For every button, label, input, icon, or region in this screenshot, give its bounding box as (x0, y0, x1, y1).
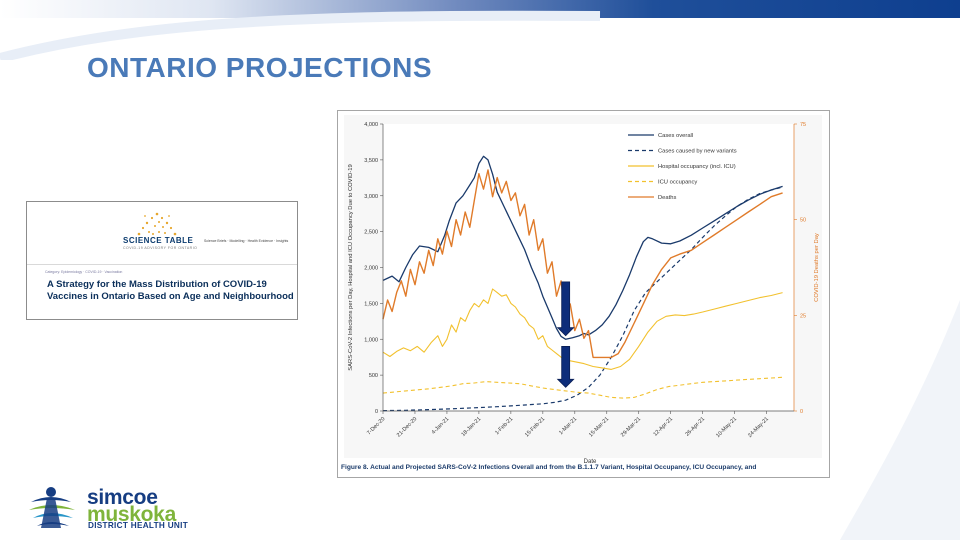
science-table-logo-icon (137, 212, 177, 236)
side-swoosh (840, 300, 960, 540)
legend-label: Deaths (658, 195, 676, 201)
x-axis-title: Date (584, 459, 597, 465)
y2-tick-label: 50 (800, 218, 806, 224)
legend-label: Hospital occupancy (incl. ICU) (658, 164, 736, 170)
y-tick-label: 0 (375, 409, 378, 415)
logo-subtitle: DISTRICT HEALTH UNIT (88, 521, 188, 530)
y-tick-label: 1,000 (364, 337, 378, 343)
thumbnail-divider (27, 264, 297, 265)
chart-caption: Figure 8. Actual and Projected SARS-CoV-… (341, 464, 757, 471)
legend-label: Cases caused by new variants (658, 149, 737, 155)
logo-name-simcoe: simcoe (87, 486, 158, 509)
y-tick-label: 4,000 (364, 122, 378, 128)
science-table-logo-subtext: COVID-19 ADVISORY FOR ONTARIO (123, 246, 198, 250)
y2-axis-title: COVID-19 Deaths per Day (814, 233, 820, 302)
header-swoosh (0, 10, 601, 60)
y2-tick-label: 75 (800, 122, 806, 128)
thumbnail-category: Category: Epidemiology · COVID-19 · Vacc… (45, 270, 123, 274)
legend-label: ICU occupancy (658, 180, 697, 186)
y2-tick-label: 25 (800, 313, 806, 319)
thumbnail-tagline: Science Briefs · Modelling · Health Evid… (204, 239, 289, 243)
logo-name-muskoka: muskoka (87, 503, 176, 526)
y-tick-label: 1,500 (364, 301, 378, 307)
y2-tick-label: 0 (800, 409, 803, 415)
slide-title: ONTARIO PROJECTIONS (87, 52, 433, 83)
y-tick-label: 2,500 (364, 230, 378, 236)
simcoe-muskoka-logo-icon (29, 487, 75, 528)
plot-area (383, 124, 794, 411)
legend-label: Cases overall (658, 133, 693, 139)
y-tick-label: 3,500 (364, 158, 378, 164)
arrow-down-icon (556, 346, 575, 388)
y-axis-title: SARS-CoV-2 Infections per Day, Hospital … (348, 164, 354, 370)
report-thumbnail[interactable]: SCIENCE TABLE COVID-19 ADVISORY FOR ONTA… (26, 201, 298, 320)
arrow-down-icon (556, 281, 575, 337)
series-line-4 (382, 169, 783, 359)
y-tick-label: 2,000 (364, 266, 378, 272)
series-line-1 (382, 186, 783, 412)
y-tick-label: 3,000 (364, 194, 378, 200)
series-line-0 (382, 155, 783, 340)
series-line-2 (382, 288, 783, 370)
projection-chart: 0 500 1,000 1,500 2,000 2,500 3,000 3,500 4,000 0… (337, 110, 830, 478)
projection-chart-svg: 0 500 1,000 1,500 2,000 2,500 3,000 3,500 4,000 0… (338, 111, 829, 477)
science-table-logo-text: SCIENCE TABLE (123, 236, 194, 245)
header-band (0, 0, 960, 18)
y-tick-label: 500 (369, 373, 378, 379)
series-line-3 (382, 376, 783, 399)
thumbnail-heading: A Strategy for the Mass Distribution of … (47, 279, 294, 302)
